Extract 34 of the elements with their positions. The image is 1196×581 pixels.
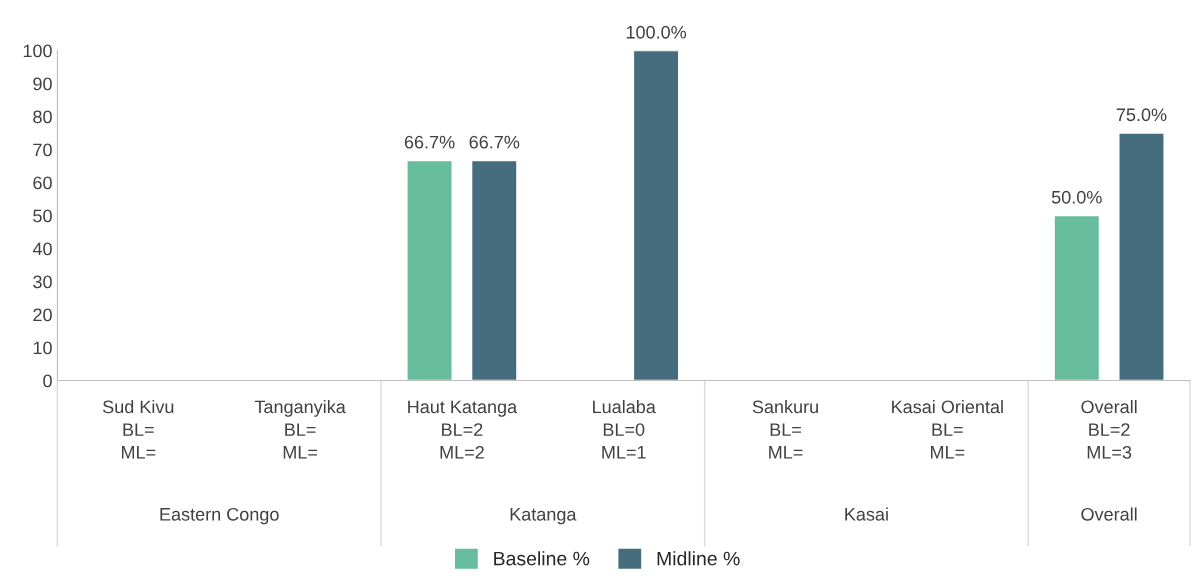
data-label: 100.0%: [626, 25, 687, 39]
y-tick-label: 20: [33, 308, 52, 322]
y-tick-label: 100: [23, 44, 52, 58]
data-label: 66.7%: [404, 135, 455, 149]
bar: [1118, 132, 1165, 381]
y-tick-label: 30: [33, 275, 52, 289]
y-tick-label: 0: [43, 374, 52, 388]
data-label: 75.0%: [1116, 108, 1167, 122]
y-tick-label: 40: [32, 242, 52, 256]
text: Eastern Congo: [160, 507, 279, 525]
bar: [632, 50, 680, 381]
x-tick-label: Tanganyika BL= ML=: [254, 400, 346, 459]
text: Katanga: [510, 508, 577, 525]
x-tick-label: Kasai Oriental BL= ML=: [892, 400, 1003, 459]
y-tick-label: 50: [33, 209, 52, 223]
text: Overall: [1081, 507, 1137, 521]
x-tick-label: Sud Kivu BL= ML=: [103, 400, 174, 459]
data-label: 66.7%: [469, 135, 520, 149]
y-tick-label: 60: [33, 176, 52, 190]
y-tick-label: 10: [33, 341, 52, 355]
legend-label: Midline %: [657, 551, 740, 566]
x-tick-label: Haut Katanga BL=2 ML=2: [408, 400, 518, 459]
legend-label: Baseline %: [494, 551, 590, 566]
bar: [406, 159, 453, 381]
y-tick-label: 80: [33, 110, 52, 124]
text: Kasai: [845, 507, 888, 521]
bar: [470, 159, 518, 381]
y-tick-label: 70: [33, 143, 52, 157]
x-tick-label: Sankuru BL= ML=: [752, 400, 818, 459]
data-label: 50.0%: [1051, 190, 1102, 204]
x-tick-label: Lualaba BL=0 ML=1: [593, 400, 656, 459]
y-tick-label: 90: [33, 77, 52, 91]
x-tick-label: Overall BL=2 ML=3: [1081, 400, 1137, 459]
bar: [1053, 214, 1101, 381]
